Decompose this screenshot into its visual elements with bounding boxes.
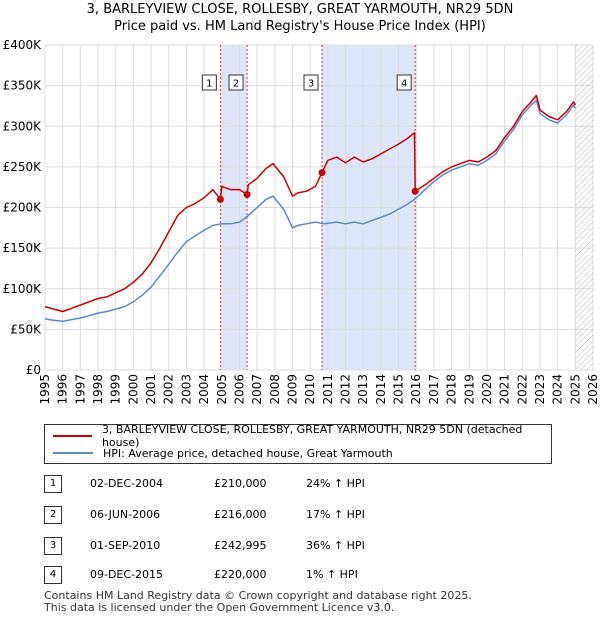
price-chart: 1 2 3 4 £0 £50K £100K £150K £200K £250K £300K £350…	[3, 38, 600, 405]
transaction-date: 02-DEC-2004	[90, 477, 164, 490]
legend-entry-property: 3, BARLEYVIEW CLOSE, ROLLESBY, GREAT YAR…	[53, 423, 551, 449]
transaction-date: 09-DEC-2015	[90, 568, 164, 581]
sale-label-box	[303, 74, 319, 91]
transaction-price: £210,000	[214, 477, 267, 490]
transaction-date: 06-JUN-2006	[90, 508, 161, 521]
x-tick-label: 2018	[445, 374, 459, 405]
transaction-price: £216,000	[214, 508, 267, 521]
chart-title: 3, BARLEYVIEW CLOSE, ROLLESBY, GREAT YAR…	[86, 2, 514, 17]
x-tick-label: 2020	[480, 374, 494, 405]
x-tick-label: 2001	[144, 374, 158, 405]
sale-point	[216, 195, 224, 203]
y-tick-label: £100K	[3, 282, 43, 296]
transaction-row: 3 01-SEP-2010 £242,995 36% ↑ HPI	[40, 537, 560, 555]
sale-point	[318, 169, 326, 177]
x-tick-label: 2021	[498, 374, 512, 405]
x-tick-label: 2014	[374, 374, 388, 405]
chart-subtitle: Price paid vs. HM Land Registry's House …	[114, 19, 486, 34]
forecast-hatch	[575, 45, 593, 370]
footer-line-1: Contains HM Land Registry data © Crown c…	[44, 589, 472, 602]
footer-attribution: Contains HM Land Registry data © Crown c…	[44, 590, 472, 614]
sale-label-text: 3	[308, 79, 314, 90]
sale-label-box	[201, 74, 217, 91]
transaction-hpi: 36% ↑ HPI	[306, 539, 365, 552]
transaction-hpi: 24% ↑ HPI	[306, 477, 365, 490]
footer-line-2: This data is licensed under the Open Gov…	[44, 601, 395, 614]
x-tick-label: 2006	[232, 374, 246, 405]
y-tick-label: £150K	[3, 241, 43, 255]
x-tick-label: 1995	[38, 374, 52, 405]
y-tick-label: £0	[26, 363, 41, 377]
transaction-number: 2	[44, 506, 62, 524]
x-tick-label: 2008	[268, 374, 282, 405]
x-tick-label: 2016	[409, 374, 423, 405]
x-tick-label: 2012	[339, 374, 353, 405]
y-tick-label: £250K	[3, 160, 43, 174]
x-tick-label: 1996	[56, 374, 70, 405]
x-tick-label: 2013	[356, 374, 370, 405]
transaction-date: 01-SEP-2010	[90, 539, 161, 552]
x-tick-label: 2022	[515, 374, 529, 405]
x-tick-label: 2019	[462, 374, 476, 405]
x-tick-label: 1999	[109, 374, 123, 405]
y-tick-label: £300K	[3, 119, 43, 133]
legend-label-hpi: HPI: Average price, detached house, Grea…	[103, 446, 393, 460]
x-tick-label: 2024	[551, 374, 565, 405]
x-tick-label: 2015	[392, 374, 406, 405]
x-tick-label: 2000	[126, 374, 140, 405]
y-tick-label: £350K	[3, 79, 43, 93]
sale-label-text: 4	[401, 79, 407, 90]
transaction-number: 3	[44, 537, 62, 555]
hpi-line	[44, 99, 576, 323]
transaction-hpi: 1% ↑ HPI	[306, 568, 358, 581]
x-tick-label: 2009	[285, 374, 299, 405]
legend-swatch-property	[53, 435, 92, 437]
x-tick-label: 2004	[197, 374, 211, 405]
x-tick-label: 2005	[215, 374, 229, 405]
sale-label-box	[228, 74, 244, 91]
transaction-row: 2 06-JUN-2006 £216,000 17% ↑ HPI	[40, 506, 560, 524]
transaction-number: 1	[44, 475, 62, 493]
x-tick-label: 2026	[586, 374, 600, 405]
sale-label-text: 2	[233, 79, 239, 90]
y-tick-label: £200K	[3, 201, 43, 215]
x-tick-label: 2017	[427, 374, 441, 405]
transaction-price: £242,995	[214, 539, 267, 552]
legend-swatch-hpi	[53, 452, 93, 454]
x-tick-label: 1998	[91, 374, 105, 405]
legend-entry-hpi: HPI: Average price, detached house, Grea…	[53, 445, 393, 461]
transaction-row: 4 09-DEC-2015 £220,000 1% ↑ HPI	[40, 566, 560, 584]
x-tick-label: 2025	[568, 374, 582, 405]
x-tick-label: 2023	[533, 374, 547, 405]
x-tick-label: 1997	[73, 374, 87, 405]
transaction-row: 1 02-DEC-2004 £210,000 24% ↑ HPI	[40, 475, 560, 493]
y-tick-label: £400K	[3, 38, 43, 52]
transaction-price: £220,000	[214, 568, 267, 581]
x-tick-label: 2003	[179, 374, 193, 405]
sale-point	[243, 191, 251, 198]
y-tick-label: £50K	[10, 322, 42, 336]
legend-label-property: 3, BARLEYVIEW CLOSE, ROLLESBY, GREAT YAR…	[101, 423, 523, 449]
chart-legend: 3, BARLEYVIEW CLOSE, ROLLESBY, GREAT YAR…	[44, 423, 552, 464]
sale-label-box	[396, 74, 412, 91]
x-tick-label: 2011	[321, 374, 335, 405]
x-tick-label: 2002	[162, 374, 176, 405]
transaction-hpi: 17% ↑ HPI	[306, 508, 365, 521]
sale-label-text: 1	[206, 79, 212, 90]
property-price-line	[44, 94, 576, 313]
x-tick-label: 2007	[250, 374, 264, 405]
sale-point	[411, 187, 419, 195]
transaction-number: 4	[44, 566, 62, 584]
x-tick-label: 2010	[303, 374, 317, 405]
